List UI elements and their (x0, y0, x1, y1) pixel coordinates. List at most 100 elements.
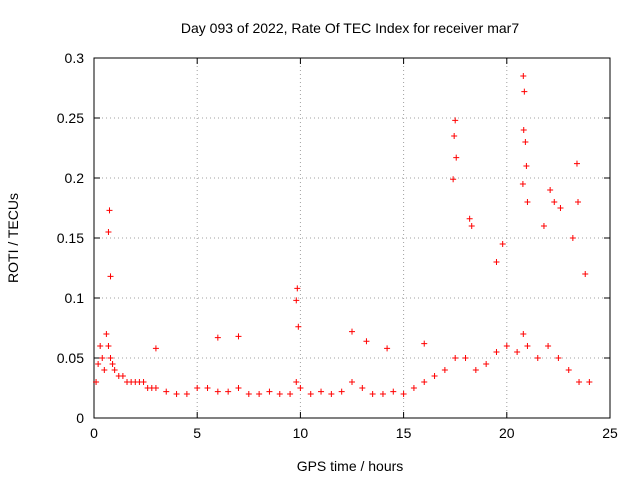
data-point (379, 391, 386, 397)
data-point (466, 215, 473, 222)
data-point (214, 334, 221, 341)
x-tick-label: 0 (90, 425, 98, 441)
data-point (287, 391, 294, 397)
data-point (586, 379, 593, 385)
grid-lines (94, 58, 610, 418)
data-point (173, 391, 180, 397)
data-point (499, 241, 506, 247)
x-tick-label: 25 (602, 425, 618, 441)
data-point (521, 88, 528, 95)
data-point (105, 343, 112, 349)
data-point (266, 388, 273, 395)
data-point (524, 343, 531, 349)
data-point (582, 271, 589, 277)
data-point (390, 388, 397, 395)
data-point (524, 199, 531, 205)
data-point (519, 181, 526, 187)
data-point (183, 391, 190, 397)
data-point (295, 323, 302, 330)
data-point (493, 349, 500, 355)
data-point (338, 388, 345, 395)
data-point (450, 176, 457, 183)
data-point (235, 385, 242, 391)
data-point (523, 163, 530, 169)
data-point (431, 373, 438, 379)
data-point (103, 331, 110, 337)
data-point (453, 154, 460, 161)
chart-title: Day 093 of 2022, Rate Of TEC Index for r… (181, 20, 519, 36)
data-point (307, 391, 314, 397)
x-tick-label: 5 (193, 425, 201, 441)
x-tick-label: 15 (396, 425, 412, 441)
data-point (235, 333, 242, 340)
data-point (520, 331, 527, 337)
y-tick-label: 0.1 (65, 290, 85, 306)
data-point (551, 199, 558, 205)
data-point (441, 367, 448, 373)
y-tick-label: 0.3 (65, 50, 85, 66)
data-point (573, 160, 580, 167)
data-point (294, 285, 301, 292)
data-points (93, 73, 593, 397)
data-point (555, 355, 562, 361)
data-point (545, 343, 552, 349)
data-point (522, 139, 529, 145)
y-tick-label: 0.15 (57, 230, 84, 246)
data-point (152, 345, 159, 352)
data-point (410, 385, 417, 391)
data-point (557, 205, 564, 211)
data-point (540, 223, 547, 229)
data-point (369, 391, 376, 397)
data-point (293, 297, 300, 304)
data-point (101, 367, 108, 373)
data-point (152, 385, 159, 391)
data-point (547, 187, 554, 193)
data-point (493, 259, 500, 265)
data-point (503, 343, 510, 349)
data-point (107, 273, 114, 280)
y-tick-label: 0.2 (65, 170, 85, 186)
data-point (245, 391, 252, 397)
data-point (99, 355, 106, 361)
data-point (575, 199, 582, 205)
y-tick-label: 0.25 (57, 110, 84, 126)
axis-ticks: 0 5 10 15 20 25 0 0.05 0.1 0.15 0.2 0.25 0.3 (57, 50, 618, 441)
data-point (400, 391, 407, 397)
x-tick-label: 10 (293, 425, 309, 441)
data-point (214, 388, 221, 395)
data-point (163, 388, 170, 395)
data-point (384, 345, 391, 352)
data-point (140, 379, 147, 385)
data-point (256, 391, 263, 397)
y-tick-label: 0 (76, 410, 84, 426)
data-point (107, 355, 114, 361)
data-point (451, 133, 458, 139)
data-point (349, 328, 355, 335)
y-axis-label: ROTI / TECUs (5, 193, 21, 283)
data-point (225, 388, 232, 395)
plot-frame (93, 57, 611, 419)
data-point (468, 223, 475, 229)
data-point (349, 379, 355, 385)
data-point (111, 367, 118, 373)
data-point (421, 340, 428, 347)
data-point (194, 385, 201, 391)
data-point (565, 367, 572, 373)
data-point (93, 379, 100, 385)
data-point (452, 117, 459, 124)
data-point (297, 385, 304, 391)
data-point (483, 361, 490, 367)
data-point (328, 391, 335, 397)
data-point (520, 127, 527, 133)
data-point (569, 235, 576, 241)
data-point (520, 73, 527, 79)
data-point (293, 379, 300, 385)
data-point (204, 385, 211, 391)
data-point (119, 373, 126, 379)
data-point (363, 338, 370, 345)
data-point (109, 361, 116, 367)
data-point (534, 355, 541, 361)
data-point (276, 391, 283, 397)
y-tick-label: 0.05 (57, 350, 84, 366)
